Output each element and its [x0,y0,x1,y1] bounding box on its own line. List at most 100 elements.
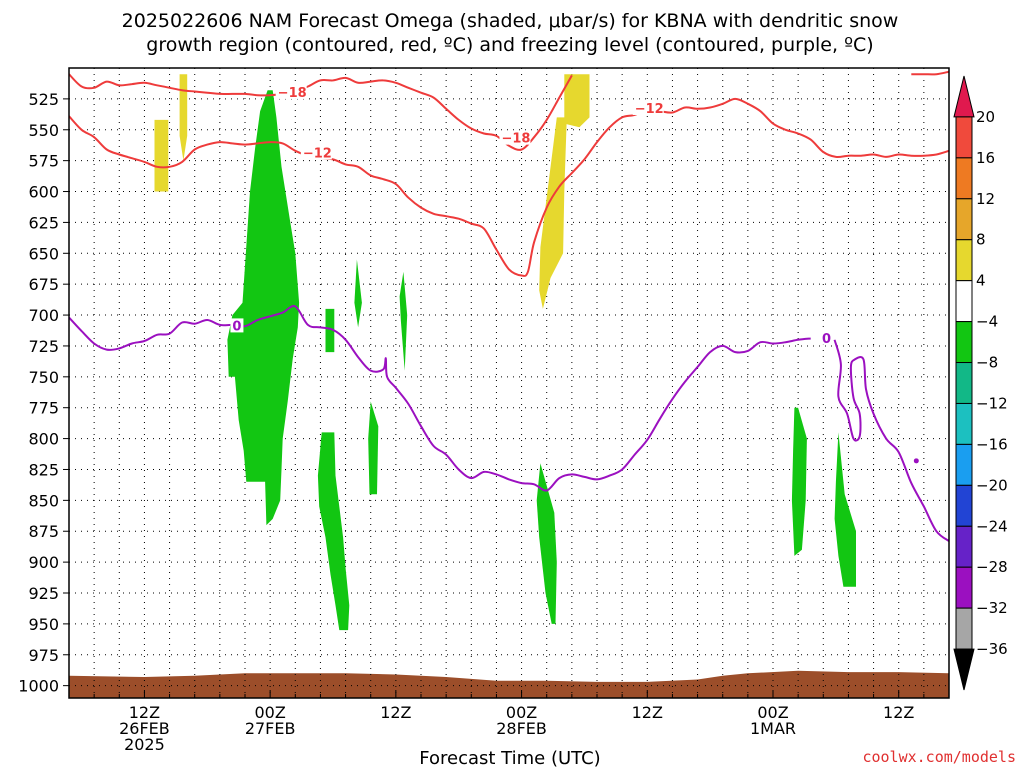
x-tick-label-30-0: 00Z [506,703,537,722]
dgz-contour-0 [69,73,573,151]
freezing-level-contour-1-label: 0 [822,332,831,347]
chart-title-line-1: 2025022606 NAM Forecast Omega (shaded, μ… [122,10,899,32]
y-tick-label-800: 800 [28,430,59,449]
y-tick-label-950: 950 [28,615,59,634]
colorbar-swatch-9 [955,443,973,486]
chart-title-line-2: growth region (contoured, red, ºC) and f… [146,34,873,56]
plot-frame [68,67,950,699]
colorbar-bottom-arrow [953,648,975,691]
y-tick-label-850: 850 [28,491,59,510]
x-tick-label-60-0: 12Z [883,703,914,722]
terrain-layer [69,670,949,698]
omega-region-6 [325,308,335,353]
colorbar-label-1: 16 [976,149,995,167]
dgz-minus12-right-label-bg [632,101,664,115]
freezing-level-contour-1 [833,339,949,542]
colorbar-swatch-5 [955,280,973,323]
colorbar-swatch-1 [955,116,973,159]
omega-region-9 [399,271,408,371]
colorbar-label-9: −20 [976,476,1008,494]
y-tick-label-600: 600 [28,183,59,202]
omega-region-3 [539,117,567,309]
omega-region-12 [834,432,856,587]
colorbar-label-3: 8 [976,231,986,249]
freezing-level-contour-1-label-bg [820,330,834,345]
dgz-contour-0-label: −18 [278,86,307,101]
y-tick-label-525: 525 [28,90,59,109]
colorbar-top-arrow [953,75,975,118]
colorbar-label-0: 20 [976,108,995,126]
freezing-level-contour-0-label: 0 [232,319,241,334]
colorbar-label-6: −8 [976,354,998,372]
dgz-contour-2-label: −12 [303,146,332,161]
colorbar-label-11: −28 [976,558,1008,576]
y-tick-label-975: 975 [28,646,59,665]
y-tick-label-750: 750 [28,368,59,387]
colorbar-label-8: −16 [976,435,1008,453]
omega-region-10 [536,463,557,624]
x-tick-label-0-0: 12Z [129,703,160,722]
colorbar-label-7: −12 [976,394,1008,412]
pressure-axis: 525 550 575 600 625 650 675 700 725 750 775 800 825 8… [18,90,69,696]
y-tick-label-925: 925 [28,584,59,603]
y-tick-label-775: 775 [28,399,59,418]
colorbar-swatch-12 [955,566,973,609]
x-tick-label-0-1: 26FEB [119,719,170,738]
y-tick-label-625: 625 [28,213,59,232]
colorbar-swatch-2 [955,157,973,200]
dgz-contour-0-label-bg [275,84,307,99]
y-tick-label-650: 650 [28,244,59,263]
dgz-contour-1 [911,70,949,76]
dgz-contour-2 [69,97,949,277]
x-tick-label-10-0: 00Z [254,703,285,722]
x-tick-label-0-2: 2025 [124,735,165,754]
y-tick-label-700: 700 [28,306,59,325]
colorbar-label-13: −36 [976,640,1008,658]
colorbar-label-10: −24 [976,517,1008,535]
terrain-ground [69,670,949,698]
colorbar-swatch-8 [955,402,973,445]
colorbar-swatch-13 [955,607,973,650]
colorbar-swatch-4 [955,239,973,282]
omega-shading-layer [154,74,856,631]
omega-region-1 [154,119,169,192]
colorbar-swatch-3 [955,198,973,241]
y-tick-label-825: 825 [28,460,59,479]
y-tick-label-725: 725 [28,337,59,356]
colorbar-label-2: 12 [976,190,995,208]
dgz-contour-2-label-bg [300,145,332,160]
y-tick-label-900: 900 [28,553,59,572]
site-credit: coolwx.com/models [862,748,1016,766]
x-tick-label-30-1: 28FEB [496,719,547,738]
dgz-minus12-right-label: −12 [635,102,664,117]
grid-layer [69,68,950,698]
colorbar-label-5: −4 [976,313,998,331]
x-tick-label-50-0: 00Z [757,703,788,722]
colorbar-swatch-7 [955,362,973,404]
y-tick-label-1000: 1000 [18,677,59,696]
y-tick-label-675: 675 [28,275,59,294]
freezing-level-contour-0 [69,305,811,492]
omega-region-11 [791,407,807,556]
y-tick-label-550: 550 [28,121,59,140]
y-tick-label-875: 875 [28,522,59,541]
omega-region-7 [354,259,362,328]
omega-region-5 [317,432,350,631]
freezing-level-dot [913,458,919,464]
x-tick-label-50-1: 1MAR [750,719,796,738]
y-tick-label-575: 575 [28,152,59,171]
colorbar-label-12: −32 [976,599,1008,617]
contour-layer: −18 −18 −12 −12 0 0 [69,70,949,542]
omega-region-2 [564,74,590,128]
colorbar-swatch-11 [955,525,973,568]
x-axis-title: Forecast Time (UTC) [419,748,600,768]
colorbar-swatch-6 [955,321,973,364]
dgz-contour-1-label-bg [499,130,531,145]
omega-region-0 [179,74,188,161]
omega-region-8 [368,401,379,495]
x-tick-label-20-0: 12Z [380,703,411,722]
omega-colorbar: 20 16 12 8 4 −4 −8 −12 −16 −20 −24 −28 −32 −36 [953,75,1008,691]
x-tick-label-40-0: 12Z [632,703,663,722]
